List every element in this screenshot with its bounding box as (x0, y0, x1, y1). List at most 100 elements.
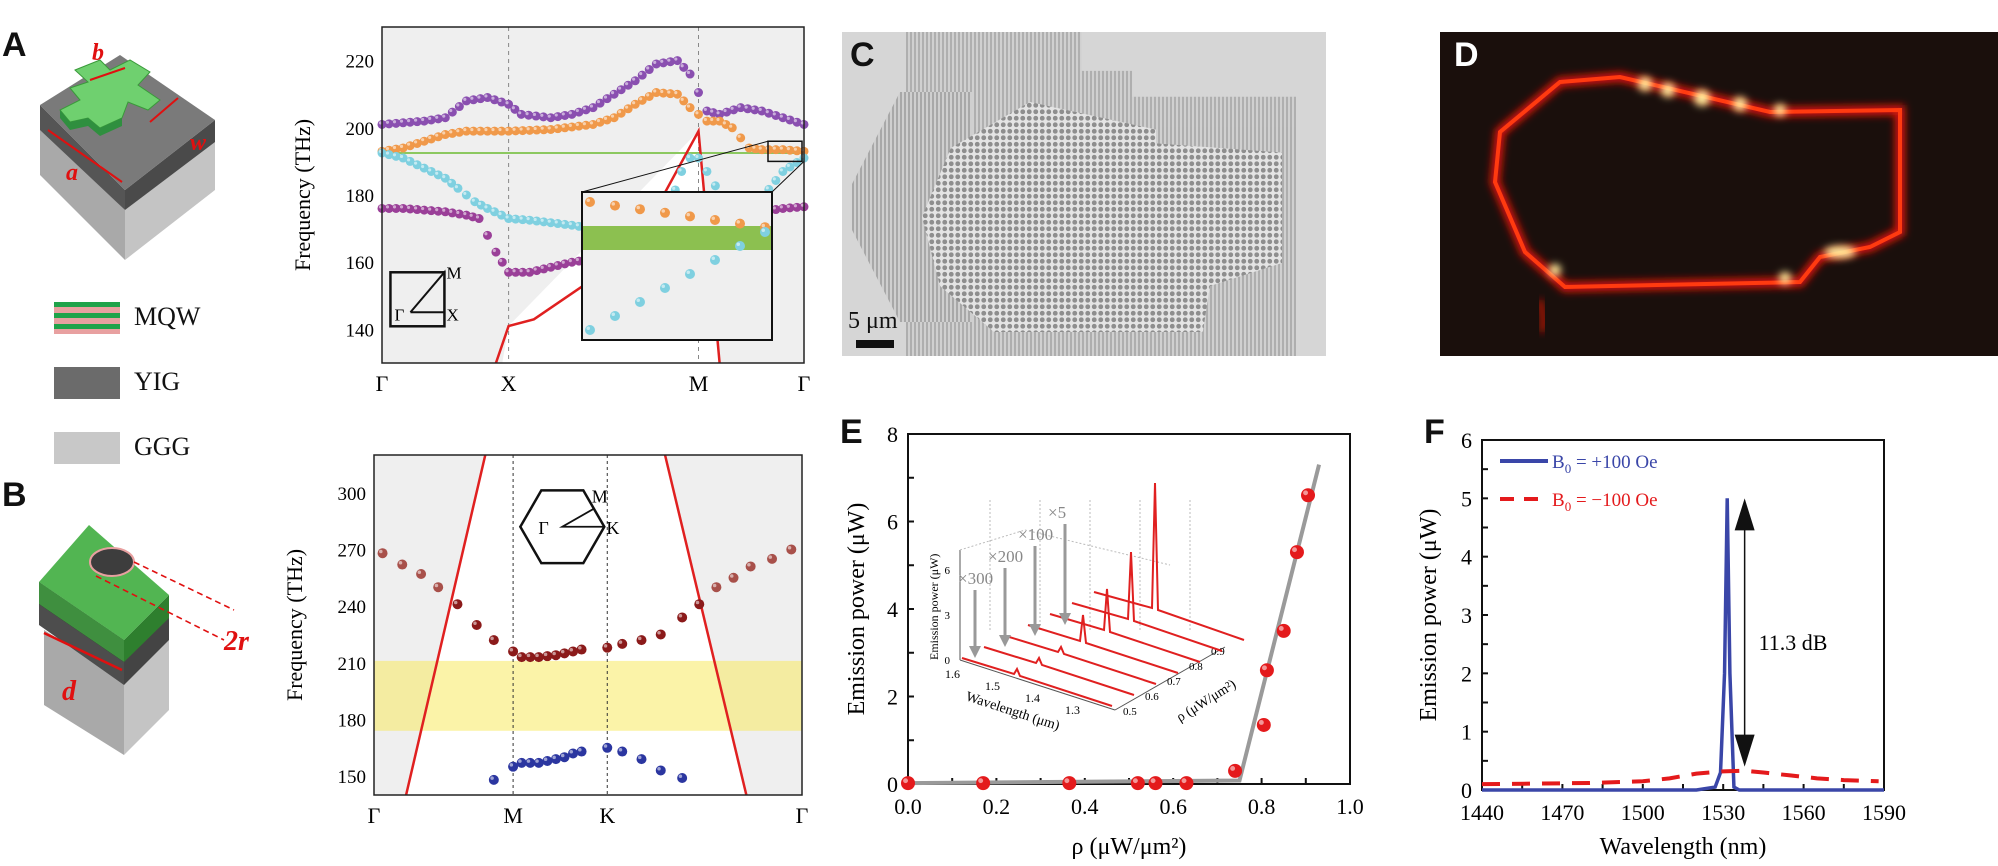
band-purple-upper-point-highlight (667, 58, 671, 62)
band-purple-upper-point-highlight (378, 121, 382, 125)
inset-cyan-point-highlight (686, 270, 690, 274)
band-orange-point-highlight (406, 142, 411, 146)
inset-multiplier-label: ×200 (988, 547, 1023, 566)
band-cyan-point-highlight (765, 186, 769, 190)
inset-orange-point (685, 211, 695, 222)
band-orange-point-highlight (772, 146, 776, 150)
band-purple-upper-point-highlight (554, 113, 558, 117)
zoom-connector-2 (771, 161, 805, 193)
inset-rho-tick: 0.5 (1123, 706, 1137, 718)
panel-label-d: D (1454, 36, 1479, 74)
band-orange-point-highlight (554, 125, 558, 129)
panel-label-c: C (850, 36, 875, 74)
y-tick-label: 2 (887, 685, 898, 710)
upper-band-point (508, 646, 519, 657)
band-purple-upper-point-highlight (511, 106, 515, 110)
emission-spectrum-chart: 1440 1470 1500 1530 1560 1590 0 1 2 3 4 5 6 Wavelengt… (1416, 428, 1906, 860)
band-purple-lower-point (491, 247, 501, 257)
ggg-swatch (54, 432, 120, 464)
band-purple-upper-point-highlight (680, 64, 684, 68)
band-orange-point (736, 133, 746, 143)
band-cyan-point (461, 190, 471, 200)
emission-image: D (1440, 32, 1998, 356)
band-orange-point-highlight (680, 97, 684, 101)
x-tick-label: 0.2 (983, 794, 1011, 819)
band-purple-upper-point-highlight (421, 117, 425, 122)
band-cyan-point-highlight (712, 182, 716, 186)
band-orange-point-highlight (610, 114, 615, 118)
inset-orange-point (610, 200, 620, 211)
inset-multiplier-label: ×5 (1048, 503, 1066, 522)
lower-band-point-highlight (535, 759, 539, 763)
band-purple-upper-point-highlight (674, 57, 678, 61)
band-orange-point-highlight (575, 122, 579, 127)
upper-band-point-highlight (398, 561, 403, 565)
band-purple-lower-point (474, 214, 484, 224)
band-cyan-point-highlight (448, 180, 452, 184)
band-purple-upper-point-highlight (765, 110, 769, 114)
band-purple-lower-point-highlight (442, 208, 446, 212)
y-tick-label: 300 (338, 484, 367, 505)
upper-band-point-highlight (473, 621, 477, 625)
band-purple-upper-point (637, 70, 647, 80)
inset-orange-point (735, 218, 745, 229)
band-cyan-point-highlight (454, 185, 458, 189)
panel-label-a: A (2, 26, 27, 64)
bz-label-2: M (446, 263, 461, 282)
x-tick-label: 1440 (1460, 800, 1504, 825)
x-tick-label: Γ (368, 803, 381, 828)
data-point (1301, 488, 1316, 503)
band-orange-point-highlight (667, 90, 671, 94)
band-purple-lower-point-highlight (399, 205, 404, 209)
band-purple-upper-point-highlight (392, 120, 397, 124)
band-purple-upper-point-highlight (610, 91, 615, 95)
upper-band-point-highlight (712, 583, 717, 588)
inset-spectrum-trace (1071, 551, 1223, 652)
y-tick-label: 140 (346, 320, 375, 341)
band-orange-point-highlight (646, 93, 650, 97)
data-point (976, 776, 991, 791)
band-cyan-point-highlight (435, 171, 439, 175)
band-purple-upper-point-highlight (730, 106, 734, 110)
upper-band-point (617, 638, 628, 649)
band-purple-lower-point-highlight (793, 204, 797, 208)
inset-spectrum-trace (1005, 635, 1157, 685)
band-cyan-point-highlight (779, 168, 783, 172)
lower-band-point (602, 742, 613, 753)
band-cyan-point-highlight (491, 208, 495, 212)
x-tick-label: 1470 (1540, 800, 1584, 825)
lower-band (488, 742, 688, 785)
x-tick-label: M (503, 803, 523, 828)
band-cyan-point-highlight (568, 222, 572, 226)
lower-band-point (576, 746, 587, 757)
band-orange-point-highlight (399, 144, 404, 148)
band-purple-lower-point (483, 230, 492, 240)
band-orange-point-highlight (729, 124, 733, 128)
y-tick-label: 180 (346, 186, 375, 207)
band-cyan-point-highlight (547, 219, 551, 223)
inset-wavelength-tick: 1.6 (945, 667, 960, 681)
dim-label-2r: 2r (223, 626, 250, 657)
band-purple-upper (377, 56, 809, 129)
upper-band-point-highlight (657, 630, 661, 635)
inset-spectrum-trace (1093, 482, 1245, 641)
upper-band-point-highlight (552, 651, 556, 656)
band-orange-point-highlight (435, 133, 439, 137)
band-purple-lower-point-highlight (456, 210, 460, 215)
band-purple-lower-point-highlight (378, 205, 382, 209)
band-orange-point-highlight (737, 134, 741, 138)
band-orange-point-highlight (477, 128, 481, 132)
band-purple-lower-point-highlight (568, 259, 572, 263)
legend-label-1: B0 = −100 Oe (1552, 490, 1658, 514)
upper-band-point (397, 559, 408, 570)
x-tick-label: 0.6 (1159, 794, 1187, 819)
band-purple-upper-point-highlight (547, 114, 551, 118)
band-orange-point-highlight (491, 128, 495, 132)
upper-band-point-highlight (509, 647, 514, 652)
lower-band-point-highlight (678, 774, 683, 778)
dim-label-w: w (190, 130, 207, 156)
band-orange-point (694, 109, 703, 119)
band-orange-point-highlight (442, 131, 446, 135)
dim-label-d: d (62, 676, 77, 707)
inset-cyan-point (660, 283, 670, 293)
